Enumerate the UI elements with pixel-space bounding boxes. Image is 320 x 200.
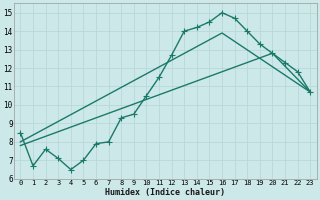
X-axis label: Humidex (Indice chaleur): Humidex (Indice chaleur) — [105, 188, 225, 197]
